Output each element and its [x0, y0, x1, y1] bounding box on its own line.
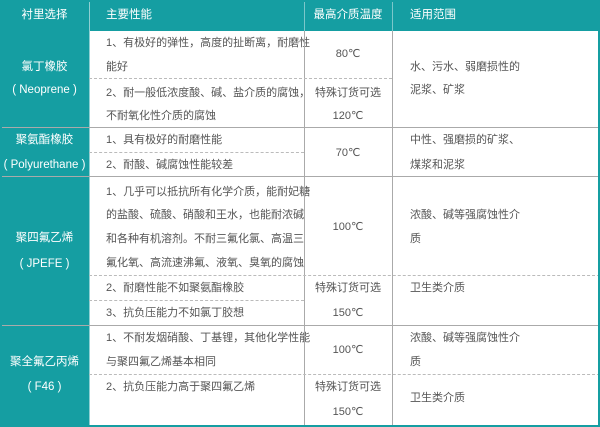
- prop-line: 1、不耐发烟硝酸、丁基锂，其他化学性能: [106, 332, 311, 344]
- scope-line: 质: [410, 233, 421, 245]
- prop-line: 氟化氧、高流速沸氟、液氧、臭氧的腐蚀: [106, 257, 304, 269]
- divider: [89, 78, 392, 79]
- divider: [392, 31, 393, 427]
- header-max-temp: 最高介质温度: [313, 9, 383, 21]
- prop-line: 与聚四氟乙烯基本相同: [106, 356, 216, 368]
- prop-line: 2、耐一般低浓度酸、碱、盐介质的腐蚀，: [106, 87, 311, 99]
- prop-line: 1、有极好的弹性，高度的扯断离，耐磨性: [106, 37, 311, 49]
- divider: [89, 275, 600, 276]
- prop-line: 和各种有机溶剂。不耐三氟化氯、高温三: [106, 233, 304, 245]
- lining-name-en: ( F46 ): [27, 381, 62, 393]
- scope-line: 浓酸、碱等强腐蚀性介: [410, 332, 520, 344]
- lining-name-en: ( JPEFE ): [19, 258, 70, 270]
- divider: [392, 0, 393, 31]
- header-lining: 衬里选择: [21, 9, 68, 21]
- prop-line: 的盐酸、硫酸、硝酸和王水，也能耐浓碱: [106, 209, 304, 221]
- lining-name: 氯丁橡胶: [21, 61, 68, 73]
- row4-special-order: 特殊订货可选: [315, 381, 381, 393]
- header-scope: 适用范围: [410, 9, 456, 21]
- divider: [0, 176, 600, 177]
- prop-line: 2、抗负压能力高于聚四氟乙烯: [106, 381, 256, 393]
- table-header: [0, 0, 600, 31]
- row1-special-temp: 120℃: [332, 110, 364, 122]
- divider: [304, 31, 305, 427]
- row1-temp: 80℃: [335, 48, 361, 60]
- prop-line: 能好: [106, 61, 128, 73]
- scope-line: 中性、强磨损的矿浆、: [410, 134, 520, 146]
- prop-line: 1、几乎可以抵抗所有化学介质，能耐妃糖: [106, 186, 311, 198]
- scope-line: 煤浆和泥浆: [410, 159, 465, 171]
- lining-column: [0, 31, 89, 427]
- prop-line: 2、耐磨性能不如聚氨酯橡胶: [106, 282, 245, 294]
- divider: [304, 0, 305, 31]
- scope-line: 水、污水、弱磨损性的: [410, 61, 520, 73]
- divider: [89, 152, 304, 153]
- divider: [89, 374, 600, 375]
- lining-name: 聚氨酯橡胶: [15, 134, 74, 146]
- divider: [0, 127, 600, 128]
- prop-line: 2、耐酸、碱腐蚀性能较差: [106, 159, 234, 171]
- lining-name: 聚四氟乙烯: [15, 232, 74, 244]
- divider: [0, 325, 600, 326]
- scope-line: 卫生类介质: [410, 282, 465, 294]
- scope-line: 泥浆、矿浆: [410, 84, 465, 96]
- row4-special-temp: 150℃: [332, 406, 364, 418]
- prop-line: 不耐氧化性介质的腐蚀: [106, 110, 216, 122]
- divider: [89, 0, 90, 427]
- header-properties: 主要性能: [106, 9, 152, 21]
- prop-line: 1、具有极好的耐磨性能: [106, 134, 223, 146]
- row2-temp: 70℃: [335, 147, 361, 159]
- row4-temp: 100℃: [332, 344, 364, 356]
- lining-name-en: ( Polyurethane ): [3, 159, 86, 171]
- lining-name-en: ( Neoprene ): [12, 84, 77, 96]
- prop-line: 3、抗负压能力不如氯丁胶想: [106, 307, 245, 319]
- scope-line: 质: [410, 356, 421, 368]
- row1-special-order: 特殊订货可选: [315, 87, 381, 99]
- row3-special-temp: 150℃: [332, 307, 364, 319]
- row3-special-order: 特殊订货可选: [315, 282, 381, 294]
- scope-line: 浓酸、碱等强腐蚀性介: [410, 209, 520, 221]
- divider: [89, 300, 304, 301]
- scope-line: 卫生类介质: [410, 392, 465, 404]
- lining-name: 聚全氟乙丙烯: [10, 356, 79, 368]
- row3-temp: 100℃: [332, 221, 364, 233]
